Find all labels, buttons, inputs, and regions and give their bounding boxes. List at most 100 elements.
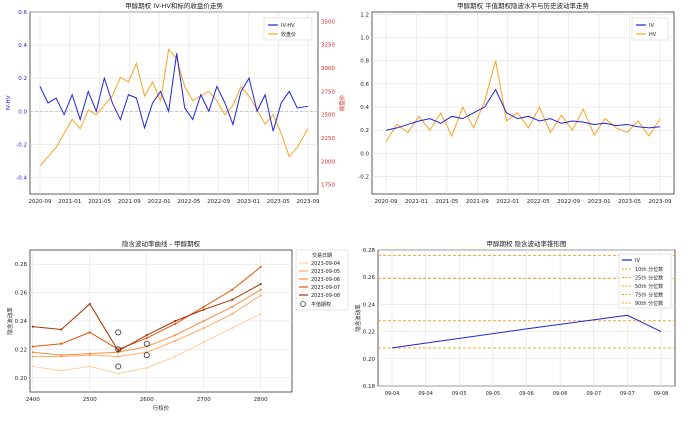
smile-point: [174, 322, 177, 325]
smile-point: [60, 369, 63, 372]
x-tick-label: 2020-09: [375, 199, 398, 205]
smile-point: [259, 265, 262, 269]
y-tick-label: 0.20: [363, 357, 376, 363]
smile-point: [259, 282, 262, 286]
smile-point: [117, 372, 120, 375]
x-tick-label: 09-08: [654, 391, 669, 397]
legend-label: 2023-09-04: [311, 261, 340, 267]
legend-label: 2023-09-07: [311, 285, 340, 291]
legend-label: 2023-09-08: [311, 293, 340, 299]
y-tick-label: 0.2: [360, 128, 369, 134]
y-tick-label: 0.6: [360, 82, 369, 88]
iv-hv-price-chart: 甲醇期权 IV-HV和标的收盘价走势 -0.4 -0.2 0.0 0.2 0.4 0.6 17…: [6, 1, 346, 205]
y-tick-label: 0.0: [360, 151, 369, 157]
smile-point: [231, 327, 234, 330]
x-tick-label: 2021-09: [466, 199, 489, 205]
legend-label: IV: [649, 23, 654, 29]
smile-point: [88, 302, 91, 306]
iv-hv-line: [39, 53, 309, 132]
x-tick-label: 2022-01: [148, 199, 171, 205]
y-axis-label: 隐含波动率: [6, 307, 14, 335]
iv-line: [391, 314, 662, 349]
legend-box: [295, 249, 349, 311]
x-tick-label: 2021-09: [118, 199, 141, 205]
smile-point: [174, 355, 177, 358]
smile-point: [145, 334, 148, 337]
y-tick-label: 0.28: [15, 262, 28, 268]
smile-point: [202, 327, 205, 330]
y2-tick-label: 3500: [321, 19, 335, 25]
y-tick-label: -0.2: [16, 142, 27, 148]
smile-point: [31, 355, 34, 358]
smile-point: [31, 325, 34, 328]
legend-label: 75th 分位数: [635, 292, 663, 299]
legend-label: IV: [635, 258, 640, 264]
smile-point: [117, 349, 120, 352]
y-tick-label: 0.4: [360, 105, 369, 111]
y2-tick-label: 1750: [321, 183, 335, 189]
chart-title: 甲醇期权 隐含波动率锥形图: [486, 239, 566, 248]
smile-point: [31, 365, 34, 368]
hv-line: [385, 60, 661, 143]
y-tick-label: 0.26: [363, 275, 376, 281]
y-tick-label: 0.22: [15, 347, 27, 353]
y-tick-label: -0.2: [358, 175, 369, 181]
x-tick-label: 2023-01: [588, 199, 611, 205]
smile-point: [231, 298, 234, 301]
y2-tick-label: 3250: [321, 43, 335, 49]
smile-point: [259, 288, 262, 291]
smile-point: [174, 334, 177, 337]
x-tick-label: 2021-05: [435, 199, 458, 205]
y-tick-label: -0.4: [16, 175, 27, 181]
legend-label: 10th 分位数: [635, 266, 663, 273]
legend-label: HV: [649, 32, 657, 38]
x-tick-label: 09-06: [553, 391, 568, 397]
x-tick-label: 2400: [26, 397, 40, 403]
y-axis-label: 隐含波动率: [354, 304, 362, 332]
x-tick-label: 2023-01: [237, 199, 260, 205]
smile-point: [259, 312, 262, 315]
legend-label: 25th 分位数: [635, 275, 663, 282]
y-tick-label: 0.26: [15, 291, 28, 297]
smile-point: [202, 319, 205, 323]
x-tick-label: 2023-09: [649, 199, 672, 205]
x-axis-label: 行权价: [153, 404, 170, 412]
x-tick-label: 2023-09: [297, 199, 320, 205]
x-tick-label: 2020-09: [29, 199, 52, 205]
y2-tick-label: 3000: [321, 66, 335, 72]
iv-hv-level-chart: 甲醇期权 平值期权隐波水平与历史波动率走势 -0.2 0.0 0.2 0.4 0.6 0.8…: [358, 1, 675, 205]
y-tick-label: 0.20: [15, 376, 28, 382]
x-tick-label: 2021-05: [88, 199, 111, 205]
smile-point: [259, 294, 262, 297]
smile-point: [31, 345, 34, 348]
y2-tick-label: 2000: [321, 159, 335, 165]
y-tick-label: 0.24: [15, 319, 28, 325]
x-tick-label: 09-07: [620, 391, 635, 397]
smile-point: [60, 342, 63, 345]
smile-point: [60, 353, 63, 357]
iv-percentile-chart: 甲醇期权 隐含波动率锥形图 0.18 0.20 0.22 0.24 0.26 0.28 09-…: [354, 239, 676, 397]
y-tick-label: 0.18: [363, 384, 376, 390]
atm-marker: [115, 363, 122, 370]
y2-tick-label: 2500: [321, 113, 335, 119]
smile-point: [202, 308, 205, 311]
x-tick-label: 2022-01: [496, 199, 519, 205]
legend-label: 收盘价: [281, 31, 296, 38]
atm-marker: [143, 340, 150, 347]
x-tick-label: 2021-01: [58, 199, 81, 205]
x-tick-label: 2023-05: [618, 199, 641, 205]
y-tick-label: 0.0: [18, 109, 27, 115]
smile-point: [202, 341, 205, 344]
smile-point: [88, 331, 91, 334]
x-tick-label: 09-05: [486, 391, 501, 397]
smile-point: [117, 355, 120, 358]
plot-frame: [371, 11, 675, 195]
smile-point: [60, 328, 63, 331]
legend-label: IV-HV: [281, 23, 295, 29]
legend-title: 交易日期: [312, 252, 332, 259]
x-tick-label: 09-07: [586, 391, 601, 397]
x-tick-label: 2022-05: [527, 199, 550, 205]
iv-smile-chart: 隐含波动率曲线 - 甲醇期权 0.20 0.22 0.24 0.26 0.28 2400 25…: [6, 239, 349, 412]
atm-marker: [115, 329, 122, 336]
y2-axis-label: 收盘价: [338, 94, 346, 111]
